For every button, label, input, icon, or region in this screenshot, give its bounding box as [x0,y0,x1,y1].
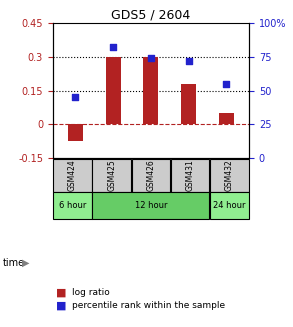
FancyBboxPatch shape [53,159,92,192]
Bar [68,124,83,141]
Title: GDS5 / 2604: GDS5 / 2604 [111,9,190,22]
Text: percentile rank within the sample: percentile rank within the sample [72,301,225,310]
FancyBboxPatch shape [210,192,249,219]
FancyBboxPatch shape [92,159,131,192]
Text: GSM432: GSM432 [225,159,234,191]
Text: GSM424: GSM424 [68,159,77,191]
Bar [105,57,121,124]
FancyBboxPatch shape [53,192,92,219]
FancyBboxPatch shape [210,159,249,192]
Text: ▶: ▶ [22,258,30,268]
Text: GSM426: GSM426 [146,159,155,191]
Text: ■: ■ [56,288,66,298]
Text: GSM431: GSM431 [186,159,195,191]
Point [149,56,153,61]
Text: 24 hour: 24 hour [213,201,246,210]
Text: log ratio: log ratio [72,288,110,297]
Text: time: time [3,258,25,268]
FancyBboxPatch shape [92,192,209,219]
Text: 6 hour: 6 hour [59,201,86,210]
Point [186,58,191,63]
Bar [219,113,234,124]
FancyBboxPatch shape [171,159,209,192]
FancyBboxPatch shape [132,159,170,192]
Point [111,44,115,50]
Point [224,81,229,86]
Text: 12 hour: 12 hour [135,201,167,210]
Bar [143,57,159,124]
Text: GSM425: GSM425 [107,159,116,191]
Point [73,95,78,100]
Bar [181,84,196,124]
Text: ■: ■ [56,301,66,311]
